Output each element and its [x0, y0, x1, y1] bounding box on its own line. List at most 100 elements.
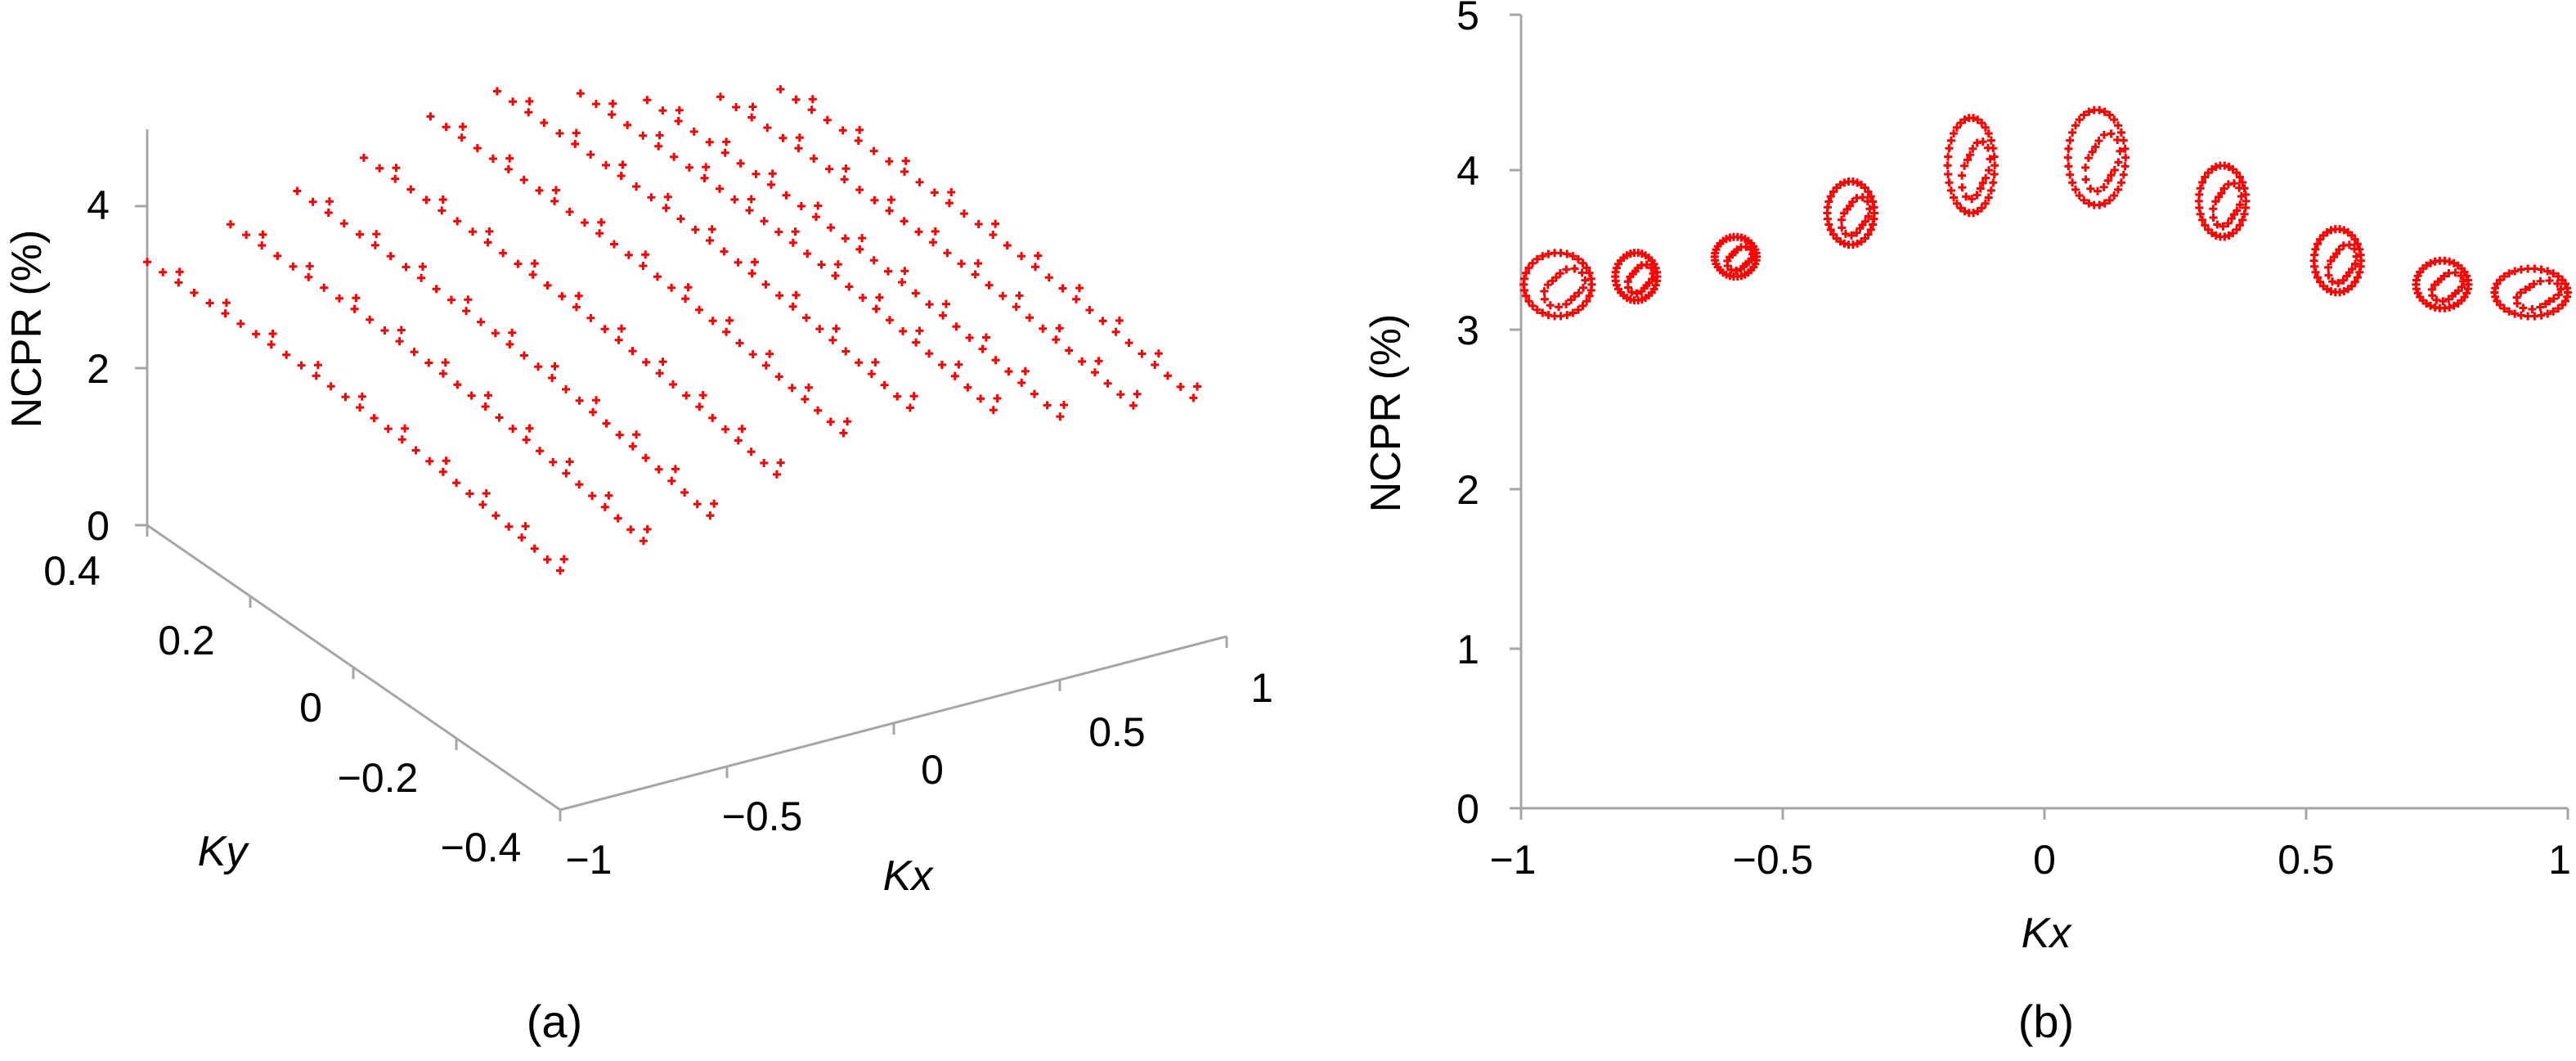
panel-b-point-6-32-in	[2233, 206, 2242, 215]
panel-a-point-6-3	[623, 120, 632, 129]
panel-b-point-9-22	[2505, 307, 2514, 316]
panel-a-point-7-7	[752, 169, 761, 178]
panel-a-point-2-26	[667, 476, 676, 485]
panel-b-point-7-19	[2311, 267, 2320, 276]
panel-b-point-5-20-in	[2081, 175, 2090, 184]
panel-a-point-3-15	[586, 313, 595, 322]
panel-b-point-6-20	[2198, 215, 2207, 224]
panel-a-point-2-13	[491, 329, 500, 338]
panel-a-point-4-7	[535, 186, 544, 195]
panel-b-point-4-19	[1945, 178, 1954, 187]
panel-b-point-9-21	[2500, 304, 2509, 313]
panel-a-point-0-0	[143, 258, 151, 267]
panel-b-point-4-9	[1964, 114, 1973, 123]
panel-a-point-5-27	[880, 380, 889, 389]
panel-a-point-7-25-b	[1021, 366, 1030, 375]
panel-a-point-0-17	[397, 435, 406, 444]
panel-a-points	[143, 85, 1201, 575]
panel-a-point-6-10-b	[747, 195, 756, 204]
panel-a-point-8-1	[732, 103, 741, 111]
panel-a-point-7-6	[736, 159, 745, 168]
panel-a-point-1-6	[320, 283, 329, 292]
panel-b-y-tick-label-3: 3	[1456, 308, 1479, 353]
panel-b-point-0-11	[1538, 252, 1547, 261]
panel-a-point-1-22-b	[565, 457, 574, 466]
panel-a-point-3-10-b	[530, 259, 539, 268]
panel-a-point-6-21	[885, 316, 894, 325]
panel-a-point-0-21	[452, 479, 461, 488]
panel-a-point-7-25	[1004, 367, 1013, 376]
panel-a-point-3-25-b	[738, 425, 747, 434]
panel-a-point-2-24	[641, 453, 650, 462]
panel-a-point-4-2	[457, 133, 466, 142]
panel-b-point-2-24-in	[1732, 266, 1741, 275]
panel-b-point-0-29	[1573, 305, 1582, 314]
panel-a-point-4-7-b	[551, 186, 560, 195]
panel-b-point-3-26-in	[1852, 228, 1861, 237]
panel-b-point-5-27	[2100, 199, 2109, 208]
panel-a-point-9-19	[1058, 284, 1067, 293]
panel-a-point-9-10	[930, 188, 939, 197]
panel-a-point-9-7	[885, 157, 894, 166]
panel-a-point-0-4	[205, 299, 214, 308]
panel-a-ky-tick-label-m0.2: −0.2	[338, 755, 419, 801]
panel-a-point-9-11	[945, 199, 954, 208]
panel-a-point-7-10	[797, 202, 806, 210]
panel-b-point-3-16-in	[1839, 209, 1848, 218]
panel-a-point-6-12	[760, 217, 769, 226]
panel-b-point-9-18	[2491, 292, 2500, 301]
panel-b-point-9-15	[2493, 280, 2502, 288]
panel-b-point-4-24-in	[1968, 195, 1977, 204]
panel-a-point-7-26	[1017, 378, 1026, 387]
panel-a-point-4-14	[639, 262, 648, 270]
panel-a-point-0-11	[312, 371, 321, 380]
panel-a-point-9-0	[776, 85, 785, 94]
panel-a-point-3-26	[734, 436, 743, 445]
panel-a-point-5-23	[828, 335, 837, 344]
panel-b-point-5-22	[2075, 191, 2084, 200]
panel-b-point-7-2-in	[2352, 252, 2361, 261]
panel-a-point-2-17	[548, 374, 557, 382]
panel-a-point-2-19-b	[592, 396, 600, 405]
panel-a-point-9-27	[1163, 371, 1172, 380]
panel-b-point-0-14	[1524, 263, 1533, 272]
panel-a-point-2-10-b	[464, 295, 473, 304]
panel-b-point-0-32-in	[1574, 289, 1583, 297]
panel-a-point-7-19-b	[941, 299, 950, 308]
panel-b-point-8-27	[2445, 303, 2454, 312]
panel-a-point-2-8	[417, 273, 426, 282]
panel-b-point-5-5	[2110, 115, 2119, 124]
panel-b-point-4-20-in	[1958, 183, 1967, 192]
panel-a-point-3-4	[422, 196, 431, 205]
panel-a-point-4-5	[504, 164, 513, 173]
panel-a-point-7-13-b	[858, 234, 867, 243]
panel-a-point-1-10	[380, 326, 389, 335]
panel-a-point-2-12	[477, 317, 485, 326]
panel-a-point-5-4	[555, 129, 564, 137]
panel-a-point-1-22	[549, 457, 558, 466]
panel-a-point-9-12	[959, 209, 968, 218]
panel-a-point-8-6	[810, 154, 819, 163]
panel-a-point-4-28	[826, 417, 835, 426]
panel-b-point-0-21	[1528, 301, 1537, 310]
panel-a-point-7-18	[911, 289, 920, 298]
panel-a-point-1-9	[366, 315, 375, 324]
panel-b-point-8-32	[2462, 289, 2471, 298]
panel-a-point-1-26	[600, 502, 609, 511]
panel-b-point-4-22	[1953, 199, 1961, 208]
panel-a-point-2-20	[589, 407, 598, 416]
panel-b-point-4-3	[1986, 136, 1995, 145]
panel-a-point-9-20	[1072, 294, 1080, 303]
panel-b-point-6-24-in	[2219, 222, 2228, 231]
panel-a-point-9-2	[807, 106, 816, 115]
panel-a-point-1-1	[242, 231, 251, 240]
panel-a-point-9-25-b	[1154, 349, 1163, 358]
panel-b-point-3-2-in	[1865, 205, 1874, 214]
panel-b-point-5-12-in	[2091, 142, 2100, 151]
panel-a-point-8-28	[1116, 390, 1125, 399]
panel-b-point-9-14-in	[2521, 285, 2530, 294]
panel-b-point-6-16-in	[2211, 197, 2220, 206]
panel-b-point-4-30-in	[1978, 178, 1987, 187]
panel-a-point-4-28-b	[843, 417, 852, 426]
panel-b-point-3-32-in	[1861, 217, 1869, 226]
